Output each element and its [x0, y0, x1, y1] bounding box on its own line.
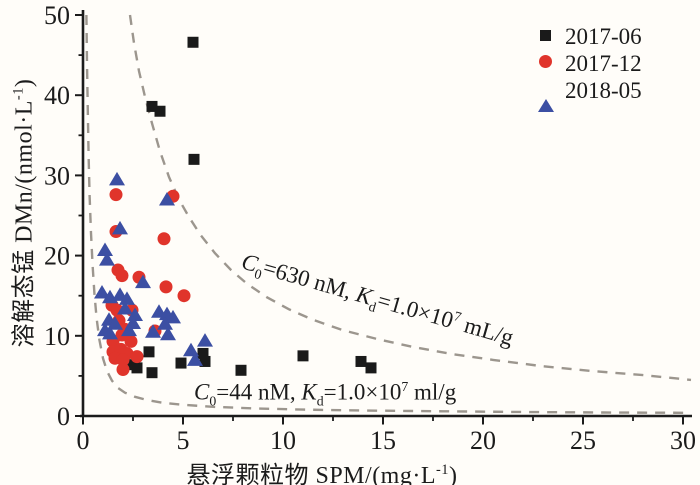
legend-marker-square-icon: [540, 29, 551, 41]
point-2018-05: [135, 274, 151, 289]
point-2018-05: [97, 242, 113, 256]
y-tick-label: 10: [44, 322, 70, 351]
x-tick-label: 5: [177, 426, 190, 455]
point-2018-05: [94, 284, 110, 299]
y-tick-label: 30: [44, 161, 70, 190]
legend-item-label: 2018-05: [565, 77, 642, 103]
point-2017-06: [123, 359, 135, 371]
point-2017-06: [131, 362, 143, 374]
annotation-sup: 7: [401, 379, 409, 394]
legend-item-label: 2017-06: [565, 23, 642, 49]
y-tick-label: 20: [44, 242, 70, 271]
point-2018-05: [107, 316, 123, 330]
annotation-text: ml/g: [408, 379, 457, 405]
x-axis-title: 悬浮颗粒物 SPM/(mg·L-1): [186, 455, 457, 485]
point-2017-06: [355, 355, 367, 367]
point-2018-05: [119, 291, 135, 305]
y-axis-title: 溶解态锰 DMn/(nmol·L-1): [4, 79, 39, 348]
annotation-sub: d: [316, 393, 324, 409]
legend-marker-triangle-icon: [538, 81, 554, 112]
point-2018-05: [160, 326, 176, 341]
point-2017-06: [188, 153, 200, 165]
y-tick-label: 50: [44, 1, 70, 30]
legend-item: 2017-12: [536, 50, 642, 77]
point-2018-05: [102, 325, 118, 340]
point-2018-05: [157, 316, 173, 330]
point-2018-05: [145, 324, 161, 338]
legend: 2017-06 2017-12 2018-05: [536, 23, 642, 112]
point-2017-06: [197, 347, 209, 359]
y-tick-label: 0: [57, 402, 70, 431]
point-2017-12: [124, 334, 138, 348]
point-2018-05: [99, 252, 115, 266]
x-axis-title-text: 悬浮颗粒物 SPM/(mg·L: [186, 463, 437, 485]
legend-item: 2018-05: [536, 77, 642, 112]
legend-item: 2017-06: [536, 23, 642, 50]
point-2017-06: [146, 367, 158, 379]
annotation-text: =44 nM,: [216, 379, 302, 405]
point-2018-05: [183, 342, 199, 357]
point-2018-05: [159, 191, 175, 206]
x-tick-label: 30: [670, 426, 696, 455]
point-2017-06: [175, 357, 187, 369]
legend-item-label: 2017-12: [565, 50, 642, 76]
point-2017-06: [235, 364, 247, 376]
x-axis-title-superscript: -1: [436, 462, 450, 478]
point-2017-06: [297, 350, 309, 362]
point-2018-05: [112, 220, 128, 235]
x-tick-label: 0: [77, 426, 90, 455]
x-tick-label: 10: [270, 426, 296, 455]
point-2017-12: [159, 280, 173, 294]
x-tick-label: 20: [470, 426, 496, 455]
point-2017-06: [365, 362, 377, 374]
y-axis-title-superscript: -1: [10, 87, 27, 101]
annotation-text: =1.0×10: [323, 379, 402, 405]
point-2017-06: [154, 105, 166, 117]
point-2017-06: [143, 346, 155, 358]
point-2017-12: [130, 350, 144, 364]
point-2017-12: [109, 188, 123, 202]
point-2017-06: [146, 100, 158, 112]
x-tick-label: 25: [570, 426, 596, 455]
annotation-sub: 0: [209, 393, 217, 409]
legend-marker-circle-icon: [539, 54, 552, 68]
point-2017-06: [199, 355, 211, 367]
annotation-var: C: [194, 379, 210, 405]
point-2017-12: [115, 269, 129, 283]
y-axis-title-text: 溶解态锰 DMn/(nmol·L: [11, 100, 38, 348]
point-2017-12: [177, 289, 191, 303]
y-axis-title-close: ): [11, 78, 38, 88]
point-2018-05: [117, 301, 133, 315]
point-2017-06: [187, 36, 199, 48]
point-2018-05: [127, 307, 143, 321]
point-2018-05: [197, 333, 213, 347]
point-2017-12: [116, 353, 130, 367]
annotation-lower-curve: C0=44 nM, Kd=1.0×107 ml/g: [194, 379, 456, 409]
point-2018-05: [121, 322, 137, 337]
x-tick-label: 15: [370, 426, 396, 455]
x-axis-title-close: ): [449, 463, 458, 485]
point-2018-05: [165, 309, 181, 324]
annotation-var: K: [301, 379, 317, 405]
upper-dashed-curve: [128, 14, 692, 382]
point-2017-12: [116, 362, 130, 376]
point-2018-05: [187, 352, 203, 366]
y-tick-label: 40: [44, 81, 70, 110]
point-2018-05: [109, 171, 125, 186]
point-2017-12: [157, 232, 171, 246]
